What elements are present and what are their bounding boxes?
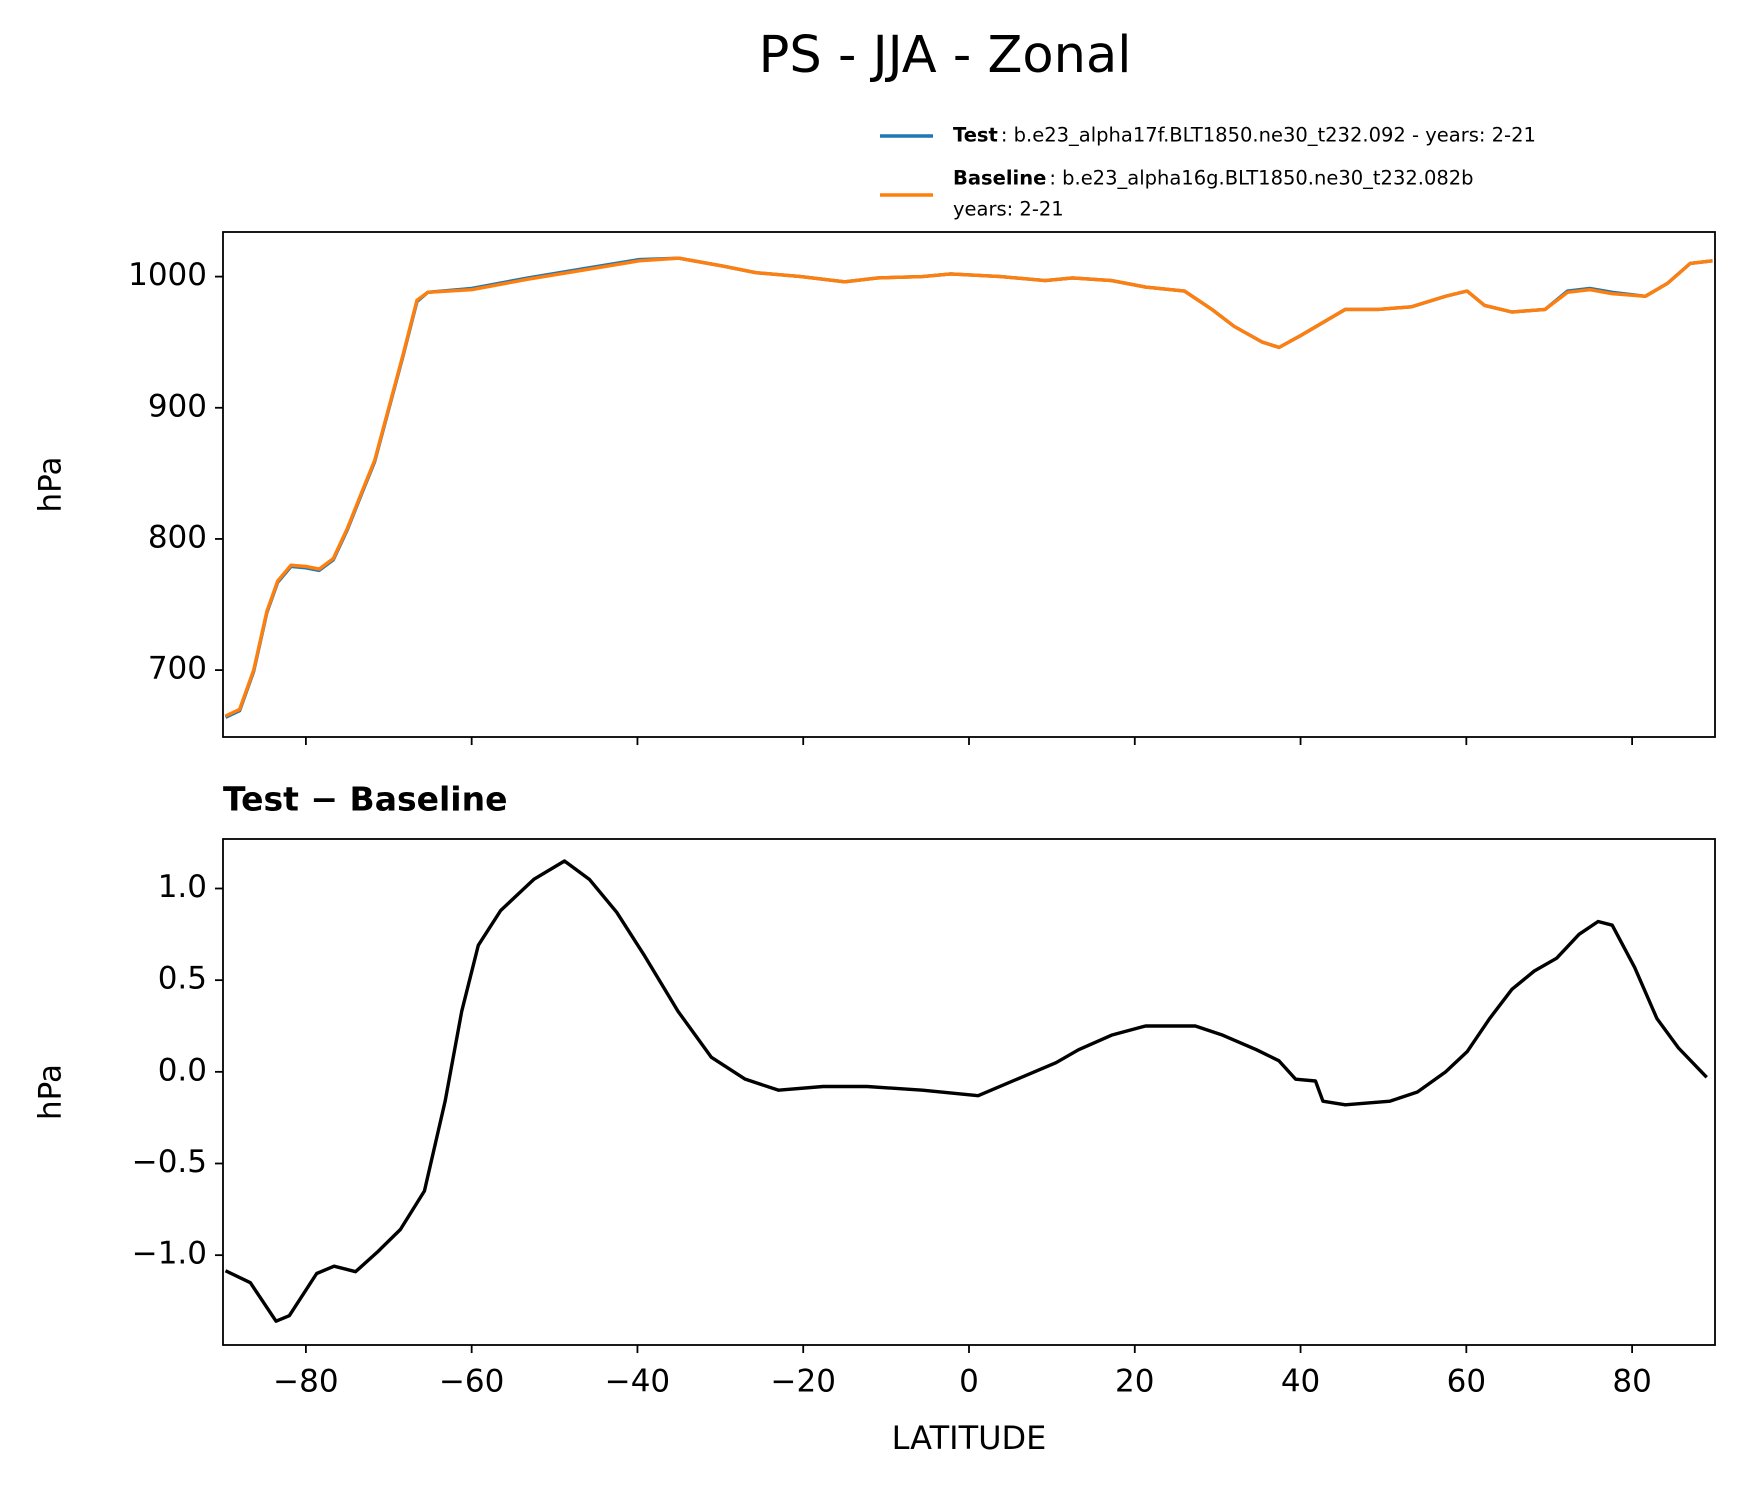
y-tick-label: 0.0	[158, 1052, 207, 1088]
y-tick-label: 900	[148, 388, 207, 424]
axes-frame	[222, 231, 1716, 738]
x-tick-label: −60	[439, 1364, 504, 1400]
legend-name: Test	[953, 124, 998, 147]
subplot-title: Test − Baseline	[223, 780, 508, 819]
y-tick-label: −0.5	[132, 1144, 207, 1180]
x-tick-label: −80	[273, 1364, 338, 1400]
y-tick-label: −1.0	[132, 1236, 207, 1272]
y-tick-label: 700	[148, 651, 207, 687]
x-axis-label: LATITUDE	[892, 1419, 1047, 1457]
legend-name: Baseline	[953, 167, 1046, 190]
y-axis-label: hPa	[33, 457, 69, 513]
data-line	[224, 859, 1708, 1323]
legend-label: years: 2-21	[953, 198, 1064, 221]
data-line	[224, 256, 1713, 719]
y-tick-label: 0.5	[158, 961, 207, 997]
x-tick-label: 20	[1115, 1364, 1154, 1400]
legend-label: : b.e23_alpha16g.BLT1850.ne30_t232.082b	[1049, 167, 1473, 190]
x-tick-label: 0	[959, 1364, 979, 1400]
legend-label: : b.e23_alpha17f.BLT1850.ne30_t232.092 -…	[1001, 124, 1536, 147]
x-tick-label: −20	[771, 1364, 836, 1400]
y-tick-label: 1000	[128, 257, 207, 293]
y-axis-label: hPa	[33, 1064, 69, 1120]
chart-title: PS - JJA - Zonal	[759, 26, 1132, 85]
x-tick-label: 80	[1612, 1364, 1651, 1400]
data-line	[224, 256, 1713, 718]
y-tick-label: 1.0	[158, 869, 207, 905]
x-tick-label: 40	[1281, 1364, 1320, 1400]
axes-frame	[222, 838, 1716, 1346]
y-tick-label: 800	[148, 519, 207, 555]
x-tick-label: 60	[1447, 1364, 1486, 1400]
x-tick-label: −40	[605, 1364, 670, 1400]
